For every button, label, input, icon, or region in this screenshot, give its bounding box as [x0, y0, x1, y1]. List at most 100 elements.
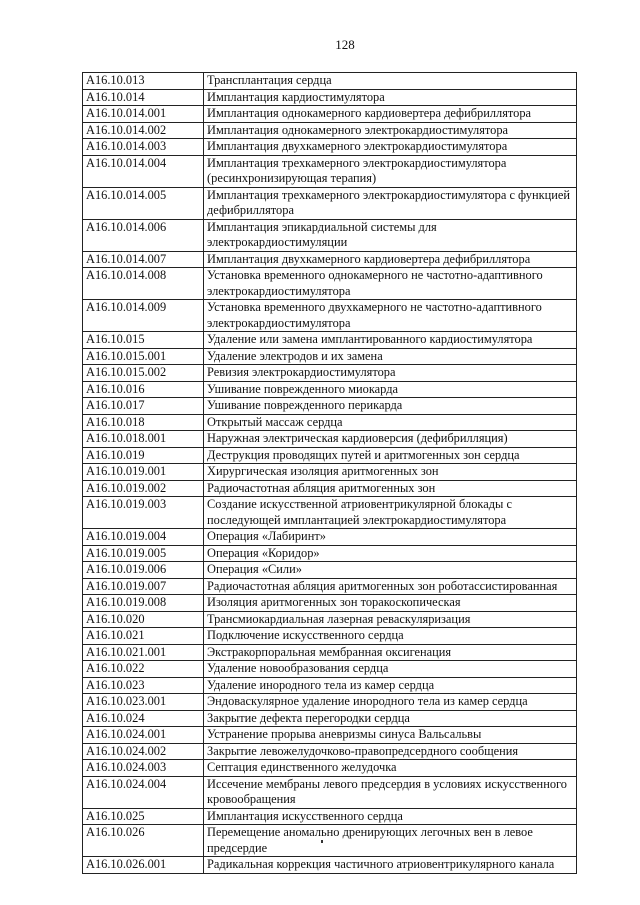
table-row: A16.10.019.001 Хирургическая изоляция ари…	[82, 463, 577, 481]
table-row: A16.10.014.003 Имплантация двухкамерного …	[82, 138, 577, 156]
procedure-code: A16.10.019.004	[82, 528, 204, 546]
table-row: A16.10.018.001 Наружная электрическая кар…	[82, 430, 577, 448]
procedure-code: A16.10.014.001	[82, 105, 204, 123]
procedure-name: Экстракорпоральная мембранная оксигенаци…	[203, 643, 577, 661]
procedure-name: Установка временного двухкамерного не ча…	[203, 299, 577, 332]
table-row: A16.10.021.001 Экстракорпоральная мембран…	[82, 643, 577, 661]
table-row: A16.10.019.008 Изоляция аритмогенных зон …	[82, 594, 577, 612]
procedure-name: Имплантация трехкамерного электрокардиос…	[203, 154, 577, 188]
procedure-code: A16.10.018.001	[82, 430, 204, 448]
table-row: A16.10.024 Закрытие дефекта перегородки с…	[82, 709, 577, 727]
procedure-code: A16.10.019	[82, 446, 204, 464]
procedure-name: Операция «Коридор»	[203, 544, 577, 562]
procedure-code: A16.10.014.009	[82, 299, 204, 332]
page-number: 128	[335, 37, 355, 52]
table-row: A16.10.019.004 Операция «Лабиринт»	[82, 528, 577, 546]
table-row: A16.10.021 Подключение искусственного сер…	[82, 627, 577, 645]
procedure-name: Деструкция проводящих путей и аритмогенн…	[203, 446, 577, 464]
procedure-name: Имплантация двухкамерного кардиовертера …	[203, 250, 577, 268]
procedure-name: Удаление новообразования сердца	[203, 660, 577, 678]
procedure-code: A16.10.022	[82, 660, 204, 678]
procedure-name: Закрытие дефекта перегородки сердца	[203, 709, 577, 727]
procedure-name: Удаление инородного тела из камер сердца	[203, 676, 577, 694]
procedure-name: Имплантация эпикардиальной системы для э…	[203, 218, 577, 252]
table-row: A16.10.019.006 Операция «Сили»	[82, 561, 577, 579]
procedure-code: A16.10.026.001	[82, 856, 204, 874]
table-row: A16.10.019.005 Операция «Коридор»	[82, 544, 577, 562]
procedure-code: A16.10.013	[82, 72, 204, 90]
procedure-code: A16.10.021.001	[82, 643, 204, 661]
procedure-name: Трансмиокардиальная лазерная реваскуляри…	[203, 610, 577, 628]
table-row: A16.10.019.002 Радиочастотная абляция ари…	[82, 479, 577, 497]
table-row: A16.10.017 Ушивание поврежденного перикар…	[82, 397, 577, 415]
procedure-name: Имплантация кардиостимулятора	[203, 88, 577, 106]
procedure-code: A16.10.019.006	[82, 561, 204, 579]
procedure-name: Перемещение аномально дренирующих легочн…	[203, 824, 577, 857]
procedure-code: A16.10.024.002	[82, 742, 204, 760]
procedure-name: Операция «Сили»	[203, 561, 577, 579]
procedure-name: Установка временного однокамерного не ча…	[203, 267, 577, 300]
procedure-name: Изоляция аритмогенных зон торакоскопичес…	[203, 594, 577, 612]
table-row: A16.10.026.001 Радикальная коррекция част…	[82, 856, 577, 874]
procedure-name: Наружная электрическая кардиоверсия (деф…	[203, 430, 577, 448]
procedure-code: A16.10.014.007	[82, 250, 204, 268]
table-row: A16.10.014.008 Установка временного однок…	[82, 267, 577, 300]
procedure-code: A16.10.015	[82, 331, 204, 349]
procedure-code: A16.10.015.002	[82, 364, 204, 382]
procedure-name: Иссечение мембраны левого предсердия в у…	[203, 775, 577, 809]
procedures-table: A16.10.013 Трансплантация сердца A16.10.01…	[82, 72, 577, 874]
table-row: A16.10.023 Удаление инородного тела из ка…	[82, 676, 577, 694]
procedure-name: Ушивание поврежденного перикарда	[203, 397, 577, 415]
procedure-code: A16.10.023.001	[82, 693, 204, 711]
table-row: A16.10.013 Трансплантация сердца	[82, 72, 577, 90]
table-row: A16.10.022 Удаление новообразования сердц…	[82, 660, 577, 678]
procedure-name: Удаление или замена имплантированного ка…	[203, 331, 577, 349]
table-row: A16.10.014.007 Имплантация двухкамерного …	[82, 250, 577, 268]
scan-mark	[321, 840, 323, 843]
procedure-code: A16.10.014.008	[82, 267, 204, 300]
procedure-name: Закрытие левожелудочково-правопредсердно…	[203, 742, 577, 760]
table-row: A16.10.014.002 Имплантация однокамерного …	[82, 121, 577, 139]
table-row: A16.10.015.001 Удаление электродов и их з…	[82, 347, 577, 365]
procedure-code: A16.10.016	[82, 380, 204, 398]
procedure-name: Ревизия электрокардиостимулятора	[203, 364, 577, 382]
procedure-code: A16.10.014	[82, 88, 204, 106]
procedure-code: A16.10.014.006	[82, 218, 204, 252]
table-row: A16.10.019.007 Радиочастотная абляция ари…	[82, 577, 577, 595]
table-row: A16.10.015.002 Ревизия электрокардиостиму…	[82, 364, 577, 382]
procedure-code: A16.10.017	[82, 397, 204, 415]
procedure-name: Создание искусственной атриовентрикулярн…	[203, 496, 577, 529]
table-row: A16.10.020 Трансмиокардиальная лазерная р…	[82, 610, 577, 628]
table-row: A16.10.024.004 Иссечение мембраны левого …	[82, 775, 577, 809]
procedure-name: Имплантация однокамерного электрокардиос…	[203, 121, 577, 139]
procedure-code: A16.10.019.008	[82, 594, 204, 612]
table-row: A16.10.016 Ушивание поврежденного миокард…	[82, 380, 577, 398]
procedure-code: A16.10.019.003	[82, 496, 204, 529]
table-row: A16.10.014.001 Имплантация однокамерного …	[82, 105, 577, 123]
procedure-name: Устранение прорыва аневризмы синуса Валь…	[203, 726, 577, 744]
procedure-name: Операция «Лабиринт»	[203, 528, 577, 546]
table-row: A16.10.024.002 Закрытие левожелудочково-п…	[82, 742, 577, 760]
table-row: A16.10.024.001 Устранение прорыва аневриз…	[82, 726, 577, 744]
procedure-name: Имплантация однокамерного кардиовертера …	[203, 105, 577, 123]
procedure-code: A16.10.020	[82, 610, 204, 628]
table-row: A16.10.018 Открытый массаж сердца	[82, 413, 577, 431]
procedure-code: A16.10.015.001	[82, 347, 204, 365]
procedure-code: A16.10.019.007	[82, 577, 204, 595]
procedure-name: Имплантация двухкамерного электрокардиос…	[203, 138, 577, 156]
table-row: A16.10.014 Имплантация кардиостимулятора	[82, 88, 577, 106]
procedure-name: Удаление электродов и их замена	[203, 347, 577, 365]
procedure-code: A16.10.026	[82, 824, 204, 857]
table-row: A16.10.026 Перемещение аномально дренирую…	[82, 824, 577, 857]
table-row: A16.10.014.004 Имплантация трехкамерного …	[82, 154, 577, 188]
table-row: A16.10.019.003 Создание искусственной атр…	[82, 496, 577, 529]
procedure-code: A16.10.024	[82, 709, 204, 727]
table-row: A16.10.015 Удаление или замена имплантиро…	[82, 331, 577, 349]
table-row: A16.10.014.009 Установка временного двухк…	[82, 299, 577, 332]
procedure-name: Радиочастотная абляция аритмогенных зон	[203, 479, 577, 497]
procedure-code: A16.10.014.004	[82, 154, 204, 188]
procedure-name: Подключение искусственного сердца	[203, 627, 577, 645]
procedure-code: A16.10.019.002	[82, 479, 204, 497]
procedure-code: A16.10.014.003	[82, 138, 204, 156]
table-row: A16.10.019 Деструкция проводящих путей и …	[82, 446, 577, 464]
